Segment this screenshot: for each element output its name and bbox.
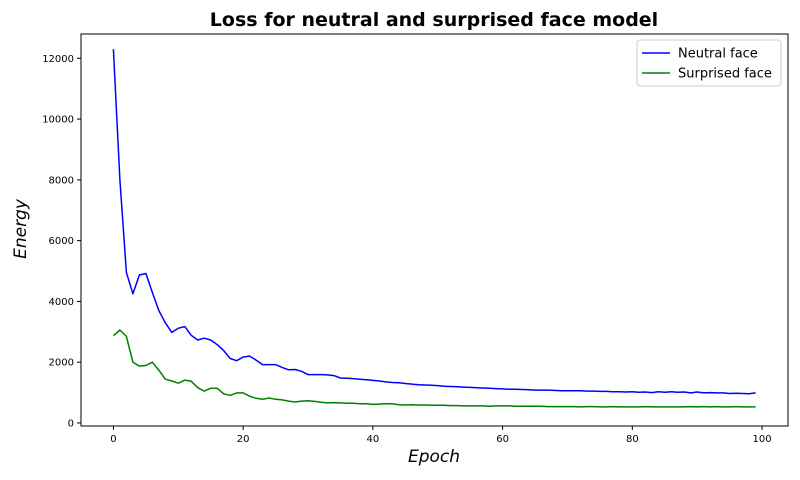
y-tick-label: 10000 <box>42 115 74 126</box>
y-tick-label: 2000 <box>49 358 74 369</box>
y-tick-label: 0 <box>68 418 74 429</box>
x-tick-label: 100 <box>753 434 772 445</box>
legend-label-surprised-face: Surprised face <box>678 67 772 82</box>
y-tick-label: 6000 <box>49 236 74 247</box>
x-axis-label: Epoch <box>408 447 460 467</box>
chart-title: Loss for neutral and surprised face mode… <box>210 9 658 31</box>
series-line-surprised-face <box>112 329 756 408</box>
legend-label-neutral-face: Neutral face <box>678 47 758 62</box>
plot-area: 0 20 40 60 80 100 0 2000 4000 6000 8000 10000 12000 N… <box>42 33 789 445</box>
axes-frame <box>80 33 789 427</box>
x-tick-label: 80 <box>626 434 639 445</box>
x-tick-label: 20 <box>237 434 250 445</box>
y-tick-label: 12000 <box>42 54 74 65</box>
x-tick-label: 0 <box>110 434 116 445</box>
series-line-neutral-face <box>112 49 756 395</box>
y-tick-label: 4000 <box>49 297 74 308</box>
legend-box <box>636 39 782 87</box>
x-tick-label: 40 <box>367 434 380 445</box>
x-tick-label: 60 <box>496 434 509 445</box>
y-tick-label: 8000 <box>49 175 74 186</box>
y-axis-label: Energy <box>11 198 31 259</box>
